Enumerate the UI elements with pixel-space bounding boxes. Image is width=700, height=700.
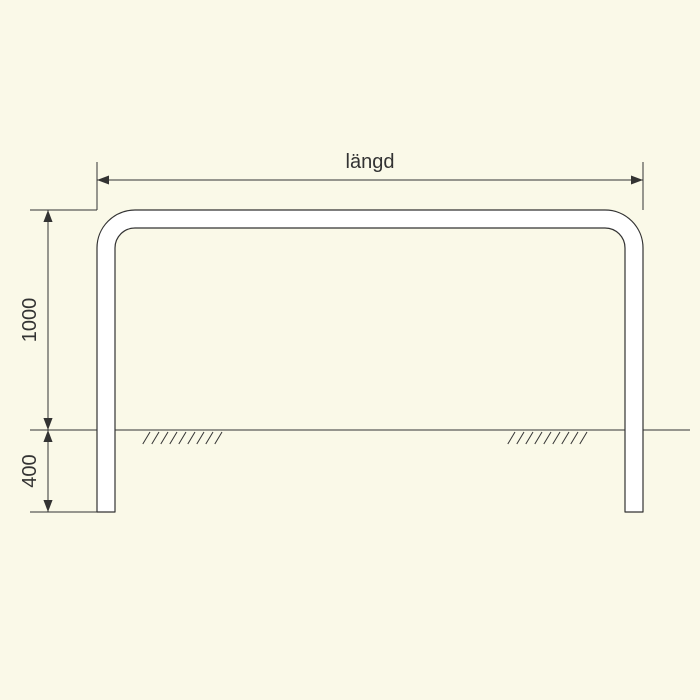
dim-label-1000: 1000 xyxy=(19,298,41,343)
dim-label-width: längd xyxy=(346,151,395,173)
dim-label-400: 400 xyxy=(19,454,41,487)
